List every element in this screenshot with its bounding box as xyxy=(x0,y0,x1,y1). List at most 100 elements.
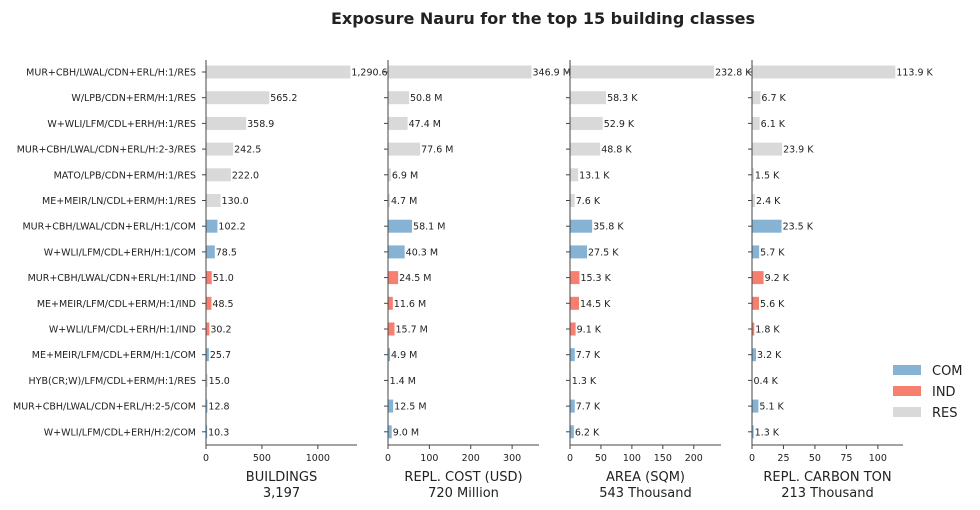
value-label: 222.0 xyxy=(232,170,259,181)
value-label: 6.7 K xyxy=(761,93,786,104)
x-tick-label: 25 xyxy=(777,453,789,464)
category-label: W+WLI/LFM/CDL+ERH/H:2/COM xyxy=(44,427,196,438)
x-tick-label: 500 xyxy=(253,453,271,464)
bar xyxy=(752,271,764,285)
category-label: MUR+CBH/LWAL/CDN+ERL/H:1/RES xyxy=(26,68,196,79)
value-label: 14.5 K xyxy=(580,299,611,310)
bar xyxy=(752,245,760,259)
value-label: 6.9 M xyxy=(392,170,418,181)
category-labels: MUR+CBH/LWAL/CDN+ERL/H:1/RES W/LPB/CDN+ER… xyxy=(13,68,196,439)
bar xyxy=(206,142,234,156)
x-tick-label: 0 xyxy=(203,453,209,464)
bar xyxy=(388,245,405,259)
value-label: 78.5 xyxy=(216,247,237,258)
x-axis-total: 543 Thousand xyxy=(599,486,692,501)
value-label: 48.5 xyxy=(212,299,233,310)
panel-repl-carbon: 113.9 K 6.7 K 6.1 K 23.9 K 1.5 K 2.4 K 23.5 K 5… xyxy=(748,60,934,501)
category-label: W+WLI/LFM/CDL+ERH/H:1/RES xyxy=(47,119,196,130)
bar xyxy=(752,65,896,79)
value-label: 13.1 K xyxy=(579,170,610,181)
category-label: HYB(CR;W)/LFM/CDL+ERM/H:1/RES xyxy=(29,376,196,387)
x-tick-label: 150 xyxy=(654,453,672,464)
chart-title: Exposure Nauru for the top 15 building c… xyxy=(331,9,755,28)
chart-panels: 1,290.6 565.2 358.9 242.5 222.0 130.0 102.2 78.… xyxy=(202,60,934,501)
bar xyxy=(752,194,756,207)
value-label: 15.3 K xyxy=(580,273,611,284)
x-tick-label: 1000 xyxy=(306,453,330,464)
x-tick-label: 100 xyxy=(420,453,438,464)
x-tick-label: 0 xyxy=(385,453,391,464)
category-label: MUR+CBH/LWAL/CDN+ERL/H:1/COM xyxy=(22,222,196,233)
value-label: 15.7 M xyxy=(395,325,427,336)
x-axis-total: 720 Million xyxy=(428,486,499,501)
bar xyxy=(388,399,394,413)
bar xyxy=(388,322,395,336)
x-tick-label: 75 xyxy=(840,453,852,464)
bar xyxy=(570,194,575,207)
legend: COM IND RES xyxy=(893,364,963,421)
value-label: 6.1 K xyxy=(761,119,786,130)
bar xyxy=(570,116,603,130)
category-label: MUR+CBH/LWAL/CDN+ERL/H:2-5/COM xyxy=(13,402,196,413)
bar xyxy=(570,91,607,105)
panel-buildings: 1,290.6 565.2 358.9 242.5 222.0 130.0 102.2 78.… xyxy=(202,60,388,501)
value-label: 346.9 M xyxy=(533,68,571,79)
value-label: 30.2 xyxy=(210,325,231,336)
category-label: W+WLI/LFM/CDL+ERH/H:1/COM xyxy=(44,247,196,258)
bar xyxy=(388,168,391,182)
value-label: 50.8 M xyxy=(410,93,442,104)
bar xyxy=(570,142,601,156)
bar xyxy=(752,142,783,156)
bar xyxy=(388,296,393,310)
value-label: 4.7 M xyxy=(391,196,417,207)
bar xyxy=(206,194,221,207)
category-label: ME+MEIR/LFM/CDL+ERM/H:1/COM xyxy=(32,350,196,361)
value-label: 12.5 M xyxy=(394,402,426,413)
value-label: 11.6 M xyxy=(394,299,426,310)
value-label: 58.3 K xyxy=(607,93,638,104)
value-label: 27.5 K xyxy=(588,247,619,258)
bar xyxy=(752,219,782,233)
legend-label-res: RES xyxy=(932,406,958,421)
value-label: 113.9 K xyxy=(896,68,933,79)
value-label: 242.5 xyxy=(234,145,261,156)
bar xyxy=(388,348,391,362)
bar xyxy=(206,322,210,336)
value-label: 23.5 K xyxy=(783,222,814,233)
bar xyxy=(570,348,575,362)
value-label: 9.1 K xyxy=(577,325,602,336)
bar xyxy=(388,425,392,439)
bar xyxy=(206,65,351,79)
value-label: 232.8 K xyxy=(715,68,752,79)
bar xyxy=(388,194,390,207)
value-label: 1.3 K xyxy=(572,376,597,387)
bar xyxy=(388,219,413,233)
bar xyxy=(388,116,408,130)
bar xyxy=(752,91,761,105)
x-tick-label: 0 xyxy=(749,453,755,464)
x-tick-label: 50 xyxy=(595,453,607,464)
value-label: 25.7 xyxy=(210,350,231,361)
x-tick-label: 0 xyxy=(567,453,573,464)
value-label: 35.8 K xyxy=(593,222,624,233)
value-label: 1.5 K xyxy=(755,170,780,181)
value-label: 4.9 M xyxy=(391,350,417,361)
value-label: 52.9 K xyxy=(604,119,635,130)
value-label: 24.5 M xyxy=(399,273,431,284)
bar xyxy=(206,296,212,310)
category-label: ME+MEIR/LFM/CDL+ERM/H:1/IND xyxy=(37,299,196,310)
bar xyxy=(570,425,574,439)
category-label: MUR+CBH/LWAL/CDN+ERL/H:1/IND xyxy=(28,273,196,284)
bar xyxy=(206,91,270,105)
bar xyxy=(206,271,212,285)
legend-swatch-res xyxy=(893,407,921,417)
x-tick-label: 100 xyxy=(623,453,641,464)
value-label: 5.7 K xyxy=(760,247,785,258)
value-label: 6.2 K xyxy=(575,427,600,438)
panel-repl-cost: 346.9 M 50.8 M 47.4 M 77.6 M 6.9 M 4.7 M 58.1 … xyxy=(384,60,571,501)
value-label: 58.1 M xyxy=(413,222,445,233)
value-label: 1.4 M xyxy=(390,376,416,387)
value-label: 23.9 K xyxy=(783,145,814,156)
x-tick-label: 200 xyxy=(462,453,480,464)
